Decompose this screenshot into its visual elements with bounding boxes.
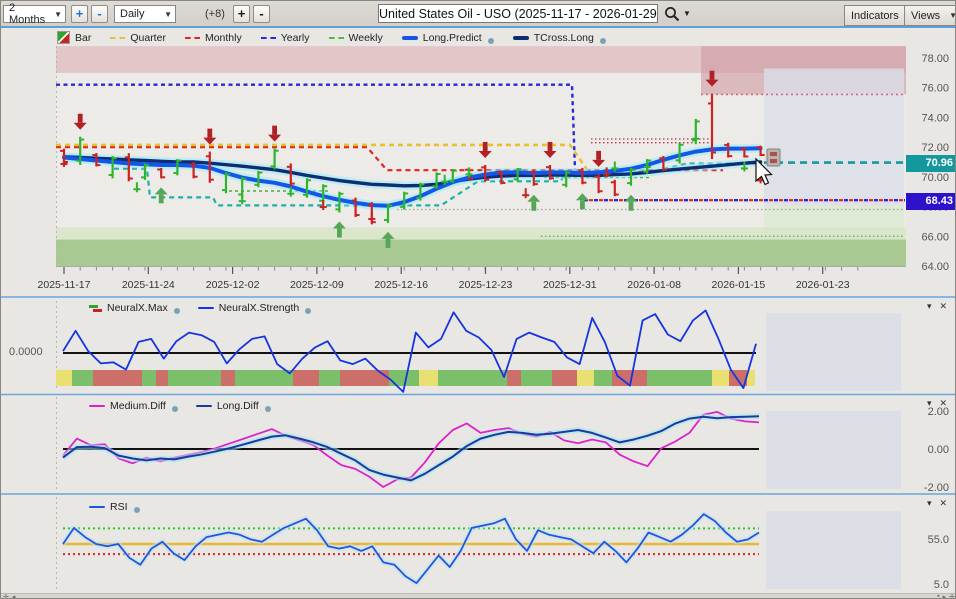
svg-text:64.00: 64.00	[921, 261, 949, 273]
legend-item-quarter[interactable]: Quarter	[110, 32, 166, 44]
svg-text:70.00: 70.00	[921, 172, 949, 184]
rsi-line-icon	[89, 506, 105, 509]
chevron-down-icon: ▼	[949, 11, 956, 20]
legend-item-weekly[interactable]: Weekly	[329, 32, 383, 44]
legend-item-long-diff[interactable]: Long.Diff	[196, 400, 271, 412]
legend-item-medium-diff[interactable]: Medium.Diff	[89, 400, 178, 412]
yearly-line-icon	[261, 37, 276, 39]
symbol-search-input[interactable]	[378, 4, 658, 23]
legend-item-rsi[interactable]: RSI	[89, 501, 140, 513]
long-predict-line-icon	[402, 36, 418, 40]
scroll-zoom-left-icon[interactable]: ✛	[3, 593, 9, 599]
range-select[interactable]: 2 Months ▼	[3, 5, 66, 23]
chevron-down-icon: ▼	[54, 10, 62, 19]
legend-item-bar[interactable]: Bar	[57, 31, 91, 44]
neuralx-strength-settings-dot[interactable]	[305, 308, 311, 314]
tcross-long-line-icon	[513, 36, 529, 40]
svg-text:2026-01-23: 2026-01-23	[796, 279, 850, 291]
neuralx-panel-legend: NeuralX.Max NeuralX.Strength	[89, 302, 311, 314]
legend-item-yearly[interactable]: Yearly	[261, 32, 310, 44]
period-select[interactable]: Daily ▼	[114, 5, 176, 23]
medium-diff-line-icon	[89, 405, 105, 408]
chevron-down-icon: ▼	[164, 10, 172, 19]
close-panel-icon[interactable]: ✕	[940, 498, 948, 509]
weekly-line-icon	[329, 37, 344, 39]
svg-text:2025-11-24: 2025-11-24	[122, 279, 175, 291]
medium-diff-settings-dot[interactable]	[172, 406, 178, 412]
svg-text:66.00: 66.00	[921, 231, 949, 243]
extra-bars-label: (+8)	[205, 8, 225, 20]
scroll-left-icon[interactable]: ◂	[12, 593, 16, 599]
monthly-line-icon	[185, 37, 200, 39]
svg-text:2026-01-15: 2026-01-15	[712, 279, 766, 291]
svg-text:2025-12-23: 2025-12-23	[459, 279, 513, 291]
svg-text:-2.00: -2.00	[924, 482, 949, 494]
collapse-panel-icon[interactable]: ▾	[927, 498, 932, 509]
svg-text:72.00: 72.00	[921, 142, 949, 154]
search-icon[interactable]	[664, 6, 680, 22]
scroll-right-icon[interactable]: ▸	[943, 593, 947, 599]
support-price-badge: 68.43	[906, 193, 956, 210]
range-decrease-button[interactable]: -	[91, 5, 108, 23]
svg-text:2025-12-16: 2025-12-16	[374, 279, 428, 291]
scroll-zoom-right-icon[interactable]: ✛	[949, 593, 955, 599]
horizontal-scrollbar[interactable]: ✛ ◂ ▪ ▸ ✛	[1, 593, 956, 599]
chart-marker-icon	[767, 149, 780, 166]
neuralx-zero-label: 0.0000	[9, 346, 43, 358]
views-button[interactable]: Views ▼	[904, 5, 956, 26]
svg-text:55.0: 55.0	[928, 534, 949, 546]
svg-text:2026-01-08: 2026-01-08	[627, 279, 681, 291]
tcross-long-settings-dot[interactable]	[600, 38, 606, 44]
quarter-line-icon	[110, 37, 125, 39]
period-select-value: Daily	[120, 8, 144, 20]
long-predict-settings-dot[interactable]	[488, 38, 494, 44]
long-diff-settings-dot[interactable]	[265, 406, 271, 412]
rsi-settings-dot[interactable]	[134, 507, 140, 513]
svg-text:2025-12-09: 2025-12-09	[290, 279, 344, 291]
legend-item-neuralx-strength[interactable]: NeuralX.Strength	[198, 302, 312, 314]
scroll-thumb-icon[interactable]: ▪	[937, 593, 939, 599]
neuralx-strength-line-icon	[198, 307, 214, 310]
legend-item-tcross-long[interactable]: TCross.Long	[513, 32, 606, 44]
bar-series-icon	[57, 31, 70, 44]
svg-text:2025-12-02: 2025-12-02	[206, 279, 260, 291]
collapse-panel-icon[interactable]: ▾	[927, 301, 932, 312]
bars-decrease-button[interactable]: -	[253, 5, 270, 23]
svg-text:0.00: 0.00	[928, 444, 949, 456]
range-increase-button[interactable]: +	[71, 5, 88, 23]
svg-text:76.00: 76.00	[921, 83, 949, 95]
svg-text:74.00: 74.00	[921, 112, 949, 124]
svg-text:2025-11-17: 2025-11-17	[38, 279, 91, 291]
close-panel-icon[interactable]: ✕	[940, 301, 948, 312]
neuralx-max-icon	[89, 304, 102, 313]
legend-item-long-predict[interactable]: Long.Predict	[402, 32, 494, 44]
search-dropdown-icon[interactable]: ▼	[683, 9, 691, 18]
trading-app-window: 2 Months ▼ + - Daily ▼ (+8) + - ▼ Indica…	[0, 0, 956, 599]
current-price-badge: 70.96	[906, 155, 956, 172]
main-chart-legend: Bar Quarter Monthly Yearly Weekly Long.P…	[57, 31, 606, 44]
collapse-panel-icon[interactable]: ▾	[927, 398, 932, 409]
bars-increase-button[interactable]: +	[233, 5, 250, 23]
neuralx-max-settings-dot[interactable]	[174, 308, 180, 314]
legend-item-neuralx-max[interactable]: NeuralX.Max	[89, 302, 180, 314]
legend-item-monthly[interactable]: Monthly	[185, 32, 242, 44]
long-diff-line-icon	[196, 405, 212, 408]
svg-text:5.0: 5.0	[934, 579, 949, 591]
range-select-value: 2 Months	[9, 2, 50, 26]
rsi-panel-controls: ▾ ✕	[927, 498, 947, 509]
charts-canvas[interactable]: 78.0076.0074.0072.0070.0068.0066.0064.00…	[1, 1, 956, 599]
toolbar: 2 Months ▼ + - Daily ▼ (+8) + - ▼ Indica…	[1, 1, 956, 28]
svg-text:78.00: 78.00	[921, 53, 949, 65]
diff-panel-legend: Medium.Diff Long.Diff	[89, 400, 271, 412]
neuralx-panel-controls: ▾ ✕	[927, 301, 947, 312]
diff-panel-controls: ▾ ✕	[927, 398, 947, 409]
close-panel-icon[interactable]: ✕	[940, 398, 948, 409]
svg-text:2025-12-31: 2025-12-31	[543, 279, 597, 291]
rsi-panel-legend: RSI	[89, 501, 140, 513]
